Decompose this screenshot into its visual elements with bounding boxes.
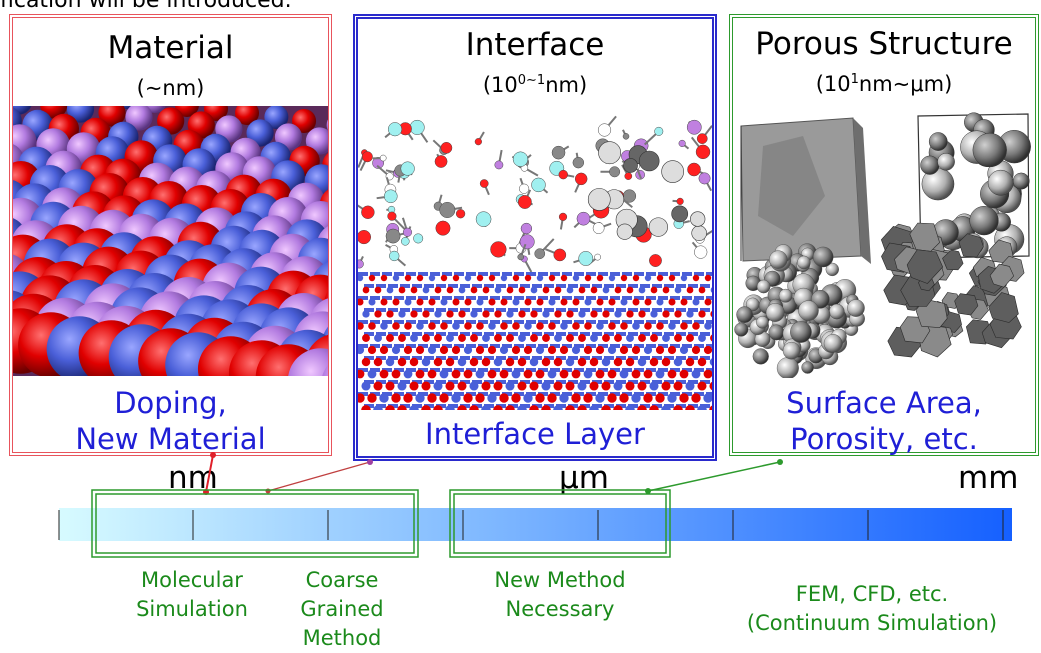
scale-gradient-bar (59, 508, 1012, 541)
interface-connector (268, 462, 370, 491)
method-continuum-simulation: FEM, CFD, etc.(Continuum Simulation) (712, 580, 1032, 638)
material-connector (206, 455, 213, 492)
porous-connector (648, 462, 780, 491)
